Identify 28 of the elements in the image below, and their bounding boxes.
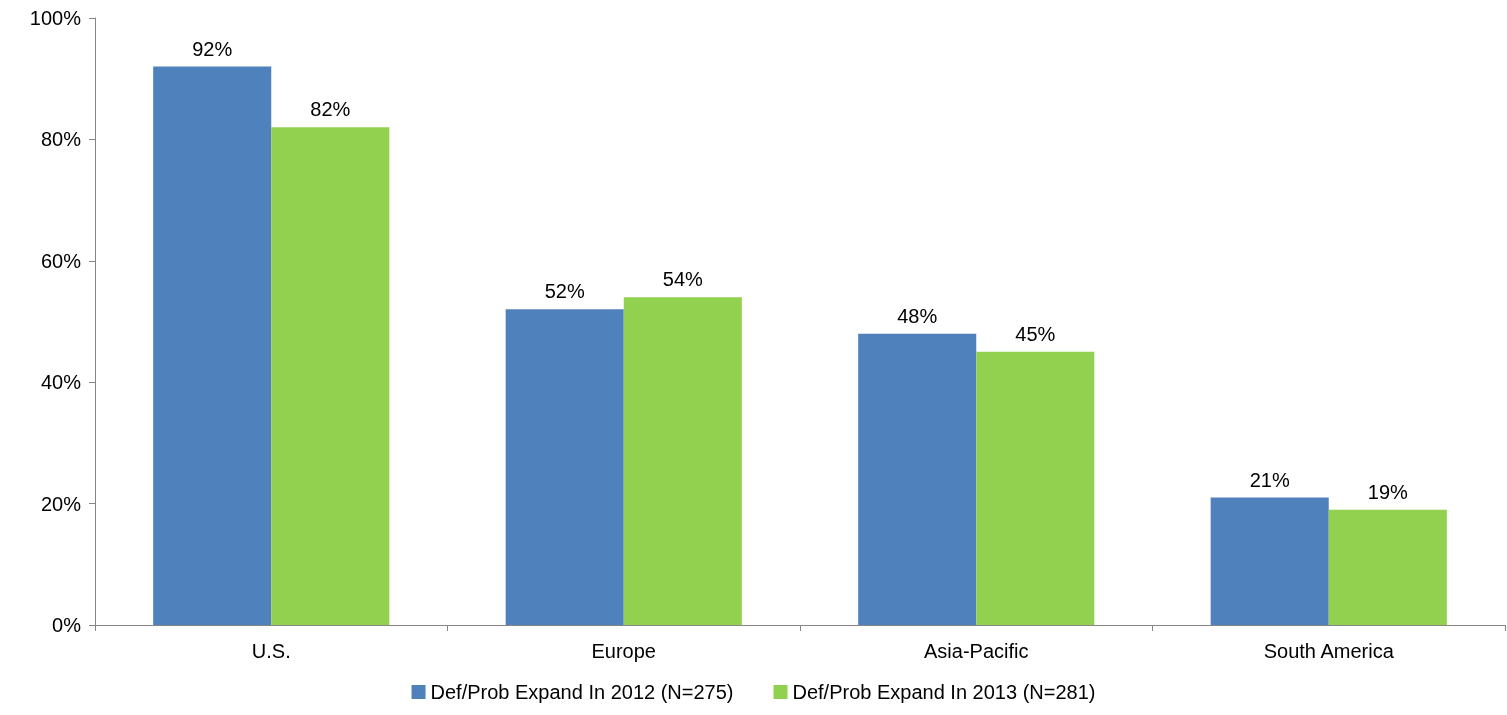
data-label: 92%: [192, 37, 233, 60]
bar: [976, 351, 1095, 625]
y-tick-label: 100%: [29, 7, 82, 29]
bar: [153, 66, 272, 625]
data-label: 45%: [1015, 322, 1056, 345]
y-tick-label: 20%: [40, 492, 82, 515]
x-tick-label: South America: [1263, 640, 1395, 662]
data-label: 19%: [1367, 480, 1409, 503]
x-tick-label: Europe: [591, 640, 656, 662]
y-tick-label: 40%: [40, 371, 82, 394]
y-tick-label: 80%: [40, 128, 82, 151]
bar: [1210, 497, 1329, 625]
legend-label: Def/Prob Expand In 2012 (N=275): [430, 681, 734, 703]
data-label: 48%: [897, 304, 938, 327]
legend-label: Def/Prob Expand In 2013 (N=281): [792, 681, 1096, 703]
x-tick-label: Asia-Pacific: [924, 640, 1029, 662]
bar: [1328, 509, 1447, 625]
bar: [505, 309, 624, 625]
bar: [623, 297, 742, 625]
data-label: 54%: [662, 268, 704, 291]
y-tick-label: 0%: [52, 614, 82, 636]
data-label: 21%: [1249, 468, 1290, 491]
data-label: 82%: [310, 98, 351, 121]
x-tick-label: U.S.: [251, 640, 291, 662]
bar: [271, 127, 390, 625]
y-tick-label: 60%: [40, 249, 82, 272]
data-label: 52%: [544, 280, 585, 303]
bar: [858, 333, 977, 625]
